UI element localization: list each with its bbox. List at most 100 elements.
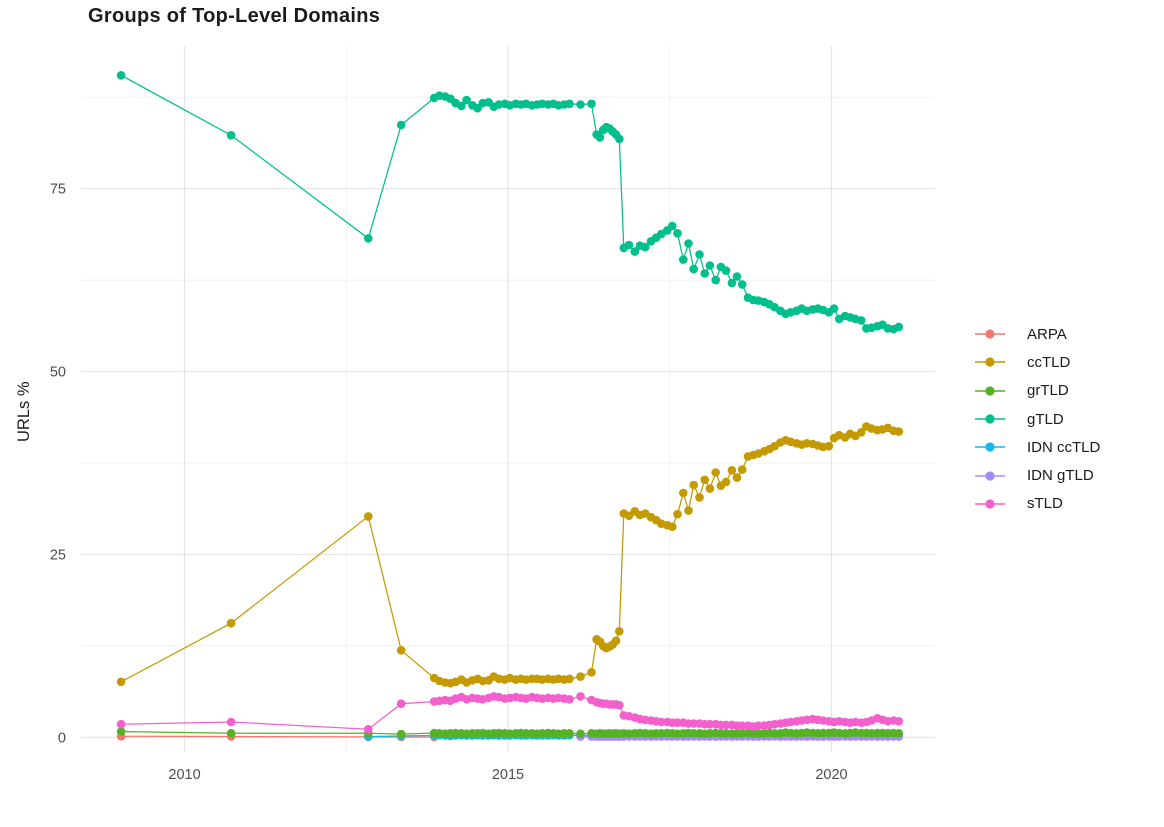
data-point-cctld xyxy=(705,484,715,493)
line-gtld xyxy=(120,74,900,330)
data-point-cctld xyxy=(364,512,373,521)
data-point-gtld xyxy=(615,134,624,144)
data-point-gtld xyxy=(624,240,634,250)
data-point-stld xyxy=(576,692,585,701)
y-axis-label: URLs % xyxy=(15,381,33,442)
legend-key-dot xyxy=(985,386,995,396)
series-points-gtld xyxy=(116,71,904,334)
data-point-stld xyxy=(226,717,236,727)
data-point-gtld xyxy=(587,99,596,109)
data-point-gtld xyxy=(711,275,720,285)
data-point-cctld xyxy=(824,441,834,451)
data-point-gtld xyxy=(689,264,698,274)
data-point-gtld xyxy=(673,229,682,238)
data-point-gtld xyxy=(829,304,839,313)
data-point-gtld xyxy=(894,322,904,332)
data-point-gtld xyxy=(576,100,585,109)
x-tick-label: 2020 xyxy=(815,767,847,783)
data-point-grtld xyxy=(576,729,585,738)
legend-entry-idn-gtld: IDN gTLD xyxy=(973,461,1153,489)
data-point-gtld xyxy=(226,131,236,140)
data-point-cctld xyxy=(732,473,742,482)
y-tick-label: 50 xyxy=(50,365,66,381)
data-point-cctld xyxy=(576,672,585,681)
data-point-gtld xyxy=(595,133,605,142)
y-tick-label: 75 xyxy=(50,182,66,198)
series-points-stld xyxy=(116,692,904,734)
data-point-cctld xyxy=(226,618,236,628)
data-point-gtld xyxy=(856,316,866,325)
data-point-gtld xyxy=(700,269,709,278)
data-point-stld xyxy=(116,719,126,729)
data-point-cctld xyxy=(611,636,621,646)
data-point-gtld xyxy=(668,221,677,231)
data-point-cctld xyxy=(894,427,904,436)
legend-key-icon xyxy=(975,499,1005,509)
data-point-cctld xyxy=(673,509,682,519)
data-point-stld xyxy=(565,695,574,704)
data-point-cctld xyxy=(587,668,596,677)
data-point-grtld xyxy=(116,727,126,736)
data-point-gtld xyxy=(727,278,737,288)
data-point-cctld xyxy=(396,646,406,655)
data-point-gtld xyxy=(462,95,471,105)
series-points-cctld xyxy=(116,422,904,688)
x-tick-label: 2015 xyxy=(492,767,524,783)
data-point-cctld xyxy=(711,468,720,477)
legend-label: ccTLD xyxy=(1027,353,1071,371)
legend-key-icon xyxy=(975,386,1005,396)
data-point-cctld xyxy=(679,488,688,498)
data-point-stld xyxy=(721,720,731,730)
legend-label: gTLD xyxy=(1027,410,1064,428)
legend-label: IDN ccTLD xyxy=(1027,438,1101,456)
data-point-stld xyxy=(364,725,373,734)
data-point-grtld xyxy=(894,729,904,738)
data-point-gtld xyxy=(705,261,715,270)
data-point-gtld xyxy=(684,239,693,248)
data-point-cctld xyxy=(684,506,693,515)
legend-label: ARPA xyxy=(1027,325,1067,343)
data-point-gtld xyxy=(457,101,466,111)
gridlines xyxy=(81,46,935,752)
legend-key-dot xyxy=(985,442,995,452)
legend-key-icon xyxy=(975,357,1005,368)
data-point-cctld xyxy=(721,477,731,487)
series-line-gtld xyxy=(120,74,900,330)
data-point-gtld xyxy=(630,247,640,256)
legend-label: grTLD xyxy=(1027,382,1069,400)
legend-key-dot xyxy=(985,414,995,424)
data-point-grtld xyxy=(396,729,406,739)
data-point-gtld xyxy=(396,120,406,130)
series-points-grtld xyxy=(116,727,904,739)
data-point-gtld xyxy=(565,99,574,109)
chart-title: Groups of Top-Level Domains xyxy=(88,5,381,27)
y-tick-label: 0 xyxy=(58,730,66,746)
legend-entry-grtld: grTLD xyxy=(973,377,1153,405)
legend-entry-gtld: gTLD xyxy=(973,405,1153,433)
legend-label: sTLD xyxy=(1027,495,1063,513)
data-point-grtld xyxy=(565,729,574,738)
data-point-stld xyxy=(657,717,666,727)
data-point-cctld xyxy=(689,480,698,490)
legend-entry-idn-cctld: IDN ccTLD xyxy=(973,433,1153,461)
legend-key-dot xyxy=(985,329,995,339)
data-point-gtld xyxy=(679,255,688,264)
legend-entry-cctld: ccTLD xyxy=(973,348,1153,376)
data-point-cctld xyxy=(727,466,737,475)
data-point-gtld xyxy=(737,280,747,289)
legend-key-dot xyxy=(985,499,995,509)
data-point-grtld xyxy=(226,729,236,738)
x-tick-label: 2010 xyxy=(168,767,200,783)
legend-key-icon xyxy=(975,414,1005,424)
data-point-stld xyxy=(894,717,904,726)
legend-label: IDN gTLD xyxy=(1027,467,1094,485)
legend-key-icon xyxy=(975,442,1005,452)
legend-key-dot xyxy=(985,357,995,368)
data-point-cctld xyxy=(615,627,624,636)
data-point-stld xyxy=(396,699,406,708)
legend: ARPA ccTLD grTLD gTLD IDN ccTLD IDN gTLD sTLD xyxy=(973,320,1153,518)
data-point-cctld xyxy=(737,465,747,474)
legend-key-icon xyxy=(975,329,1005,339)
data-point-gtld xyxy=(116,71,126,80)
